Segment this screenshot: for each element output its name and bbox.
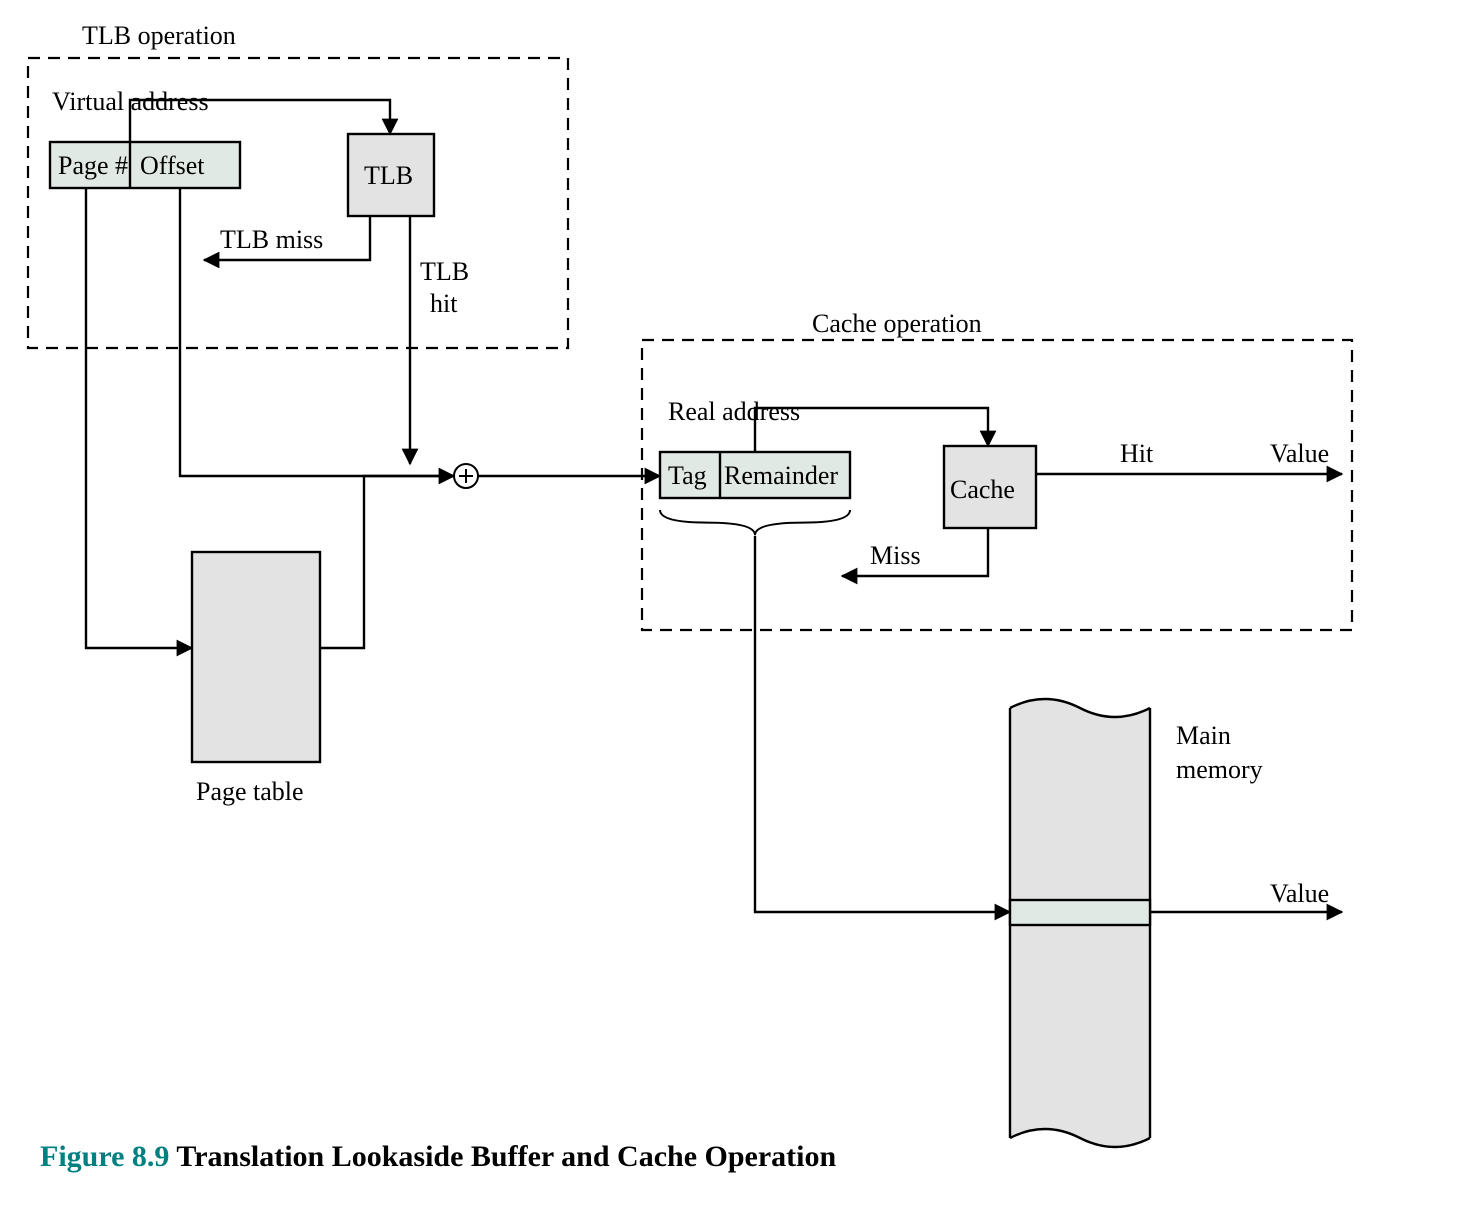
label-main-memory-1: Main <box>1176 721 1231 750</box>
diagram-path <box>320 476 454 648</box>
label-tlb-hit-1: TLB <box>420 257 469 286</box>
diagram-path <box>755 536 1010 912</box>
figure-title: Translation Lookaside Buffer and Cache O… <box>176 1140 836 1173</box>
label-page-table: Page table <box>196 777 304 806</box>
label-hit: Hit <box>1120 439 1154 468</box>
label-value-top: Value <box>1270 439 1329 468</box>
label-tag: Tag <box>668 461 707 490</box>
diagram-rect <box>192 552 320 762</box>
diagram-rect <box>1010 900 1150 925</box>
label-cache-operation: Cache operation <box>812 309 982 338</box>
label-value-bottom: Value <box>1270 879 1329 908</box>
label-virtual-address: Virtual address <box>52 87 209 116</box>
label-main-memory-2: memory <box>1176 755 1263 784</box>
label-tlb-miss: TLB miss <box>220 225 323 254</box>
label-remainder: Remainder <box>724 461 838 490</box>
label-tlb-operation: TLB operation <box>82 21 236 50</box>
label-page-number: Page # <box>58 151 128 180</box>
label-real-address: Real address <box>668 397 800 426</box>
figure-caption: Figure 8.9 Translation Lookaside Buffer … <box>40 1140 837 1173</box>
diagram-path <box>86 188 192 648</box>
figure-number: Figure 8.9 <box>40 1140 176 1173</box>
label-tlb: TLB <box>364 161 413 190</box>
diagram-path <box>660 510 850 535</box>
label-offset: Offset <box>140 151 205 180</box>
label-cache: Cache <box>950 475 1015 504</box>
label-tlb-hit-2: hit <box>430 289 458 318</box>
label-miss: Miss <box>870 541 921 570</box>
